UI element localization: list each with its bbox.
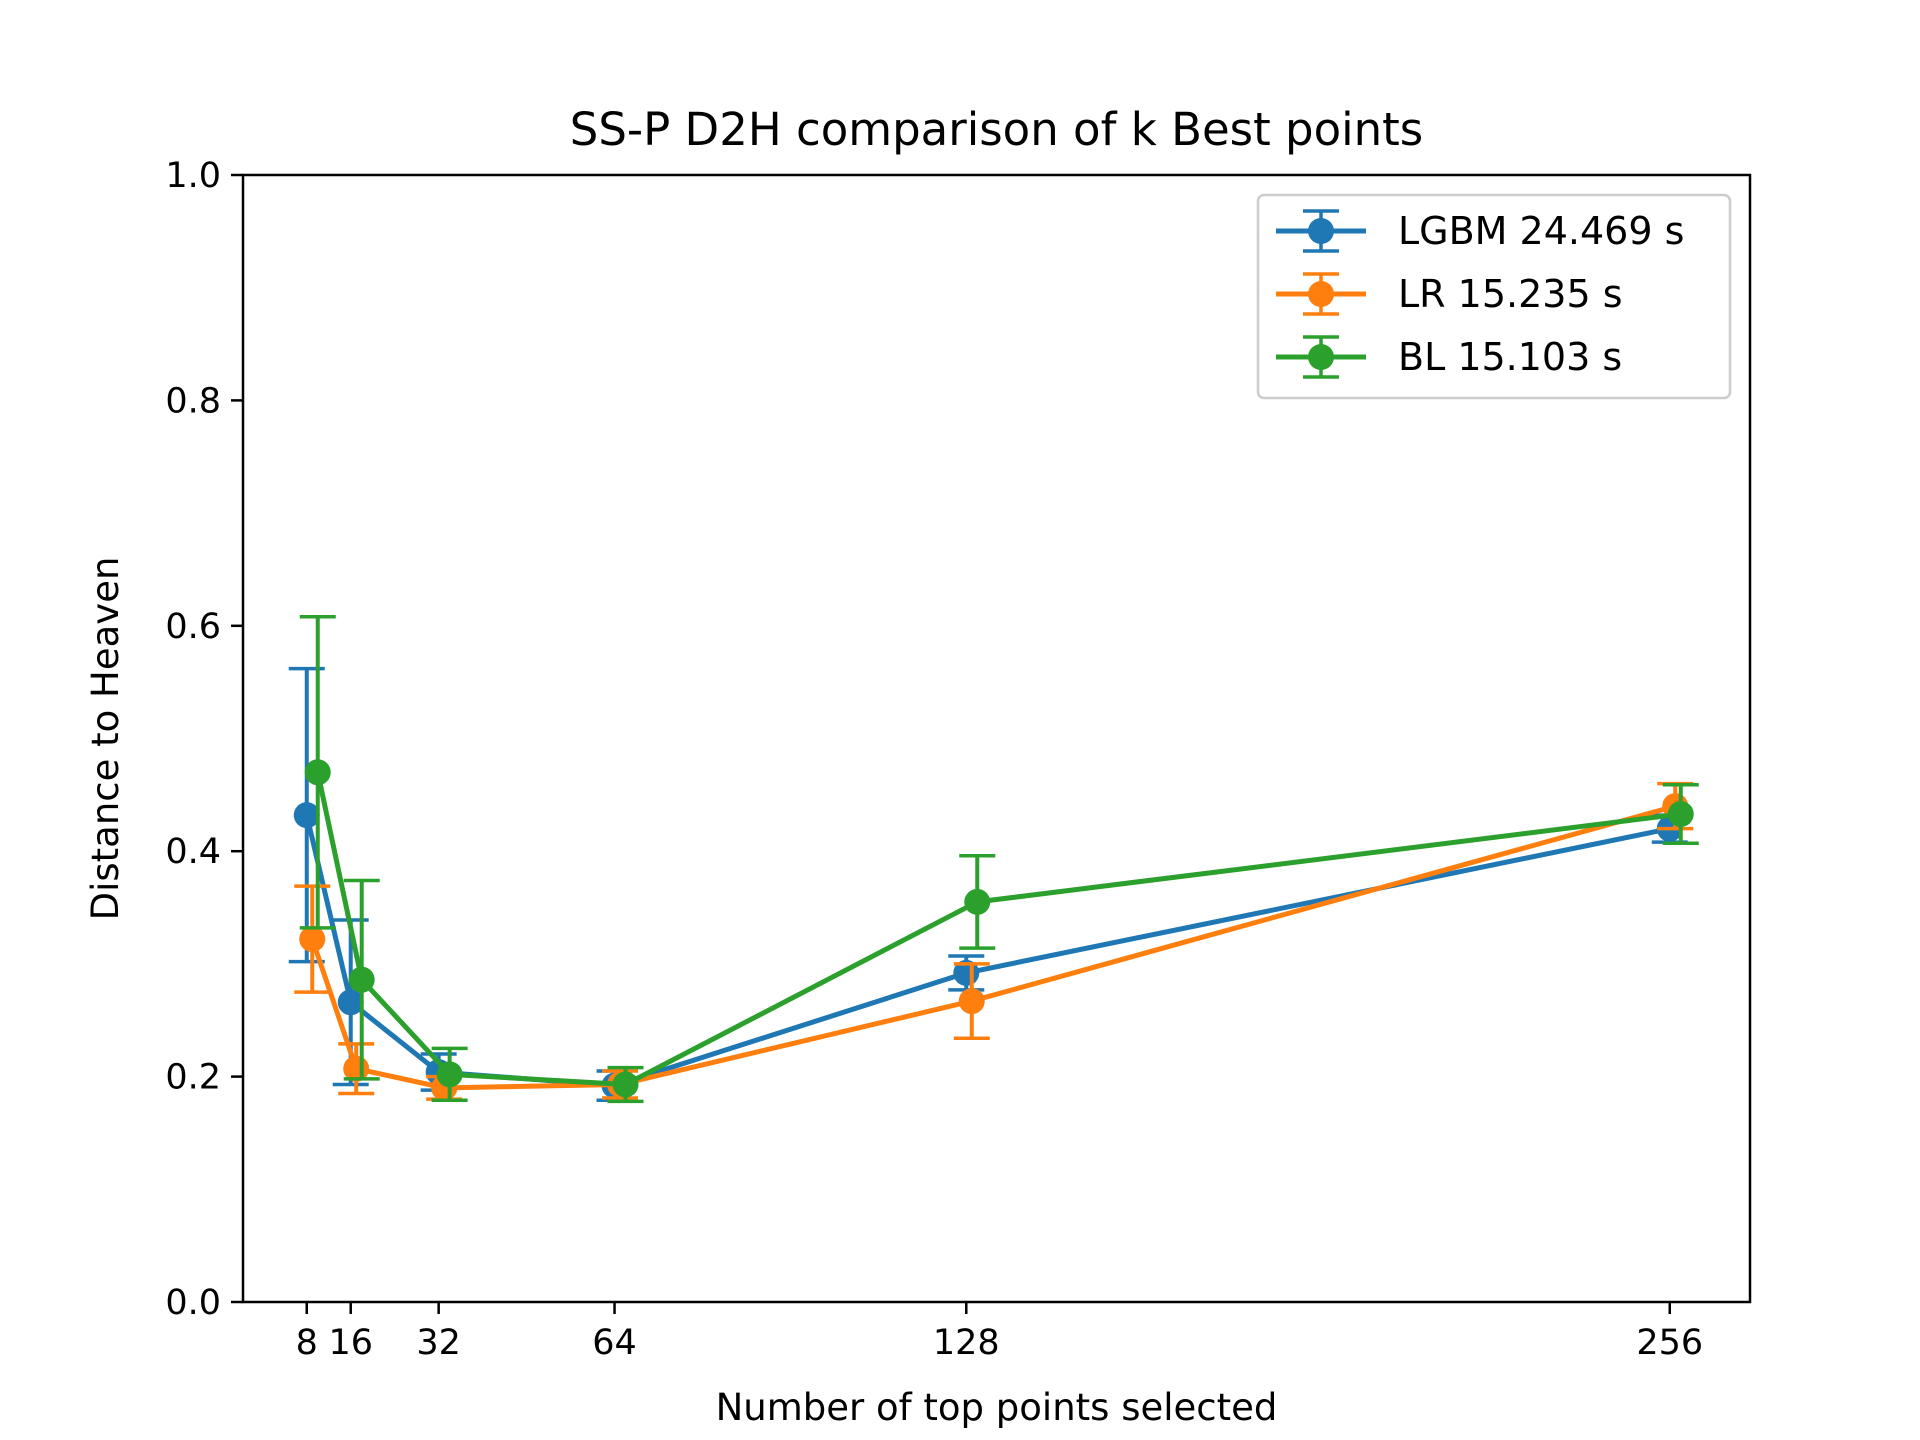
x-axis: 8 16 32 64 128 256: [296, 1302, 1703, 1363]
y-tick-label: 0.4: [165, 832, 221, 872]
x-tick-label: 16: [328, 1323, 373, 1363]
legend-marker: [1308, 344, 1334, 370]
x-tick-label: 64: [592, 1323, 637, 1363]
legend-label: BL 15.103 s: [1398, 335, 1622, 379]
legend-marker: [1308, 218, 1334, 244]
x-tick-label: 128: [933, 1323, 1000, 1363]
data-point: [1667, 801, 1694, 828]
legend-label: LGBM 24.469 s: [1398, 209, 1684, 253]
data-point: [299, 926, 326, 953]
legend-label: LR 15.235 s: [1398, 272, 1623, 316]
data-point: [293, 802, 320, 829]
x-axis-label: Number of top points selected: [716, 1386, 1278, 1429]
data-point: [612, 1071, 639, 1098]
data-point: [436, 1061, 463, 1088]
y-tick-label: 0.6: [165, 607, 221, 647]
x-tick-label: 32: [416, 1323, 461, 1363]
y-tick-label: 0.8: [165, 381, 221, 421]
series-line: [309, 803, 1676, 1091]
legend-box: [1256, 193, 1732, 400]
data-point: [337, 989, 364, 1016]
y-tick-label: 0.0: [165, 1283, 221, 1323]
data-point: [348, 966, 375, 993]
plot-area: [288, 615, 1699, 1104]
x-tick-label: 256: [1636, 1323, 1703, 1363]
x-tick-label: 8: [296, 1323, 318, 1363]
series-line: [315, 771, 1682, 1087]
data-point: [964, 888, 991, 915]
plot-frame: [241, 173, 1752, 1304]
chart-title: SS-P D2H comparison of k Best points: [570, 103, 1423, 156]
y-axis: 0.0 0.2 0.4 0.6 0.8 1.0: [165, 156, 243, 1323]
legend-marker: [1308, 281, 1334, 307]
y-tick-label: 0.2: [165, 1058, 221, 1098]
y-axis-label: Distance to Heaven: [84, 557, 127, 921]
data-point: [304, 759, 331, 786]
legend: LGBM 24.469 s LR 15.235 s BL 15.103 s: [1256, 193, 1732, 400]
series: [299, 615, 1699, 1104]
y-tick-label: 1.0: [165, 156, 221, 196]
data-point: [958, 988, 985, 1015]
